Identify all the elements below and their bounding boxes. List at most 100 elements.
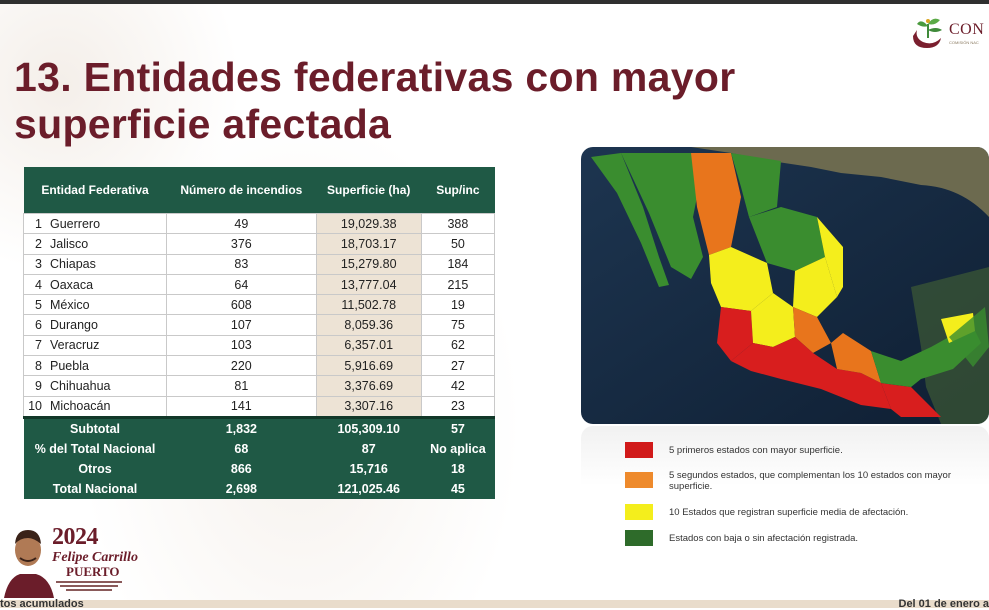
cell-ratio: No aplica [421, 439, 494, 459]
bottom-strip [0, 600, 989, 608]
cell-surface: 105,309.10 [316, 417, 421, 439]
cell-state: Michoacán [44, 396, 167, 417]
legend-label: Estados con baja o sin afectación regist… [669, 533, 969, 544]
cell-state: Chiapas [44, 254, 167, 274]
cell-fires: 1,832 [167, 417, 317, 439]
badge-year: 2024 [52, 524, 98, 551]
cell-state: Guerrero [44, 214, 167, 234]
mexico-map [581, 147, 989, 424]
cell-fires: 83 [167, 254, 317, 274]
conafor-logo: CON COMISIÓN NAC [909, 16, 989, 50]
cell-state: Puebla [44, 356, 167, 376]
cell-state: Chihuahua [44, 376, 167, 396]
cell-ratio: 184 [421, 254, 494, 274]
cell-ratio: 18 [421, 459, 494, 479]
cell-fires: 64 [167, 274, 317, 294]
cell-state: Oaxaca [44, 274, 167, 294]
cell-surface: 3,376.69 [316, 376, 421, 396]
cell-rank: 6 [24, 315, 45, 335]
cell-fires: 103 [167, 335, 317, 355]
cell-fires: 376 [167, 234, 317, 254]
logo-text: CON [949, 21, 984, 39]
cell-surface: 6,357.01 [316, 335, 421, 355]
cell-fires: 2,698 [167, 479, 317, 499]
cell-state: México [44, 295, 167, 315]
cell-rank: 3 [24, 254, 45, 274]
cell-ratio: 27 [421, 356, 494, 376]
cell-surface: 11,502.78 [316, 295, 421, 315]
cell-fires: 49 [167, 214, 317, 234]
header-superficie: Superficie (ha) [316, 167, 421, 214]
legend-swatch-orange [625, 472, 653, 488]
states-table: Entidad Federativa Número de incendios S… [23, 167, 495, 499]
cell-state: Durango [44, 315, 167, 335]
cell-ratio: 42 [421, 376, 494, 396]
cell-fires: 608 [167, 295, 317, 315]
cell-rank: 5 [24, 295, 45, 315]
cell-fires: 866 [167, 459, 317, 479]
page-title: 13. Entidades federativas con mayor supe… [14, 54, 914, 148]
table-header-row: Entidad Federativa Número de incendios S… [24, 167, 495, 214]
cell-rank: 4 [24, 274, 45, 294]
cell-rank: 1 [24, 214, 45, 234]
legend-label: 10 Estados que registran superficie medi… [669, 507, 969, 518]
cell-surface: 15,279.80 [316, 254, 421, 274]
cell-surface: 15,716 [316, 459, 421, 479]
cell-rank: 9 [24, 376, 45, 396]
cell-surface: 5,916.69 [316, 356, 421, 376]
legend-swatch-yellow [625, 504, 653, 520]
cell-rank: 7 [24, 335, 45, 355]
header-entidad: Entidad Federativa [24, 167, 167, 214]
cell-ratio: 388 [421, 214, 494, 234]
cell-summary-label: Total Nacional [24, 479, 167, 499]
cell-surface: 13,777.04 [316, 274, 421, 294]
cell-surface: 3,307.16 [316, 396, 421, 417]
cell-rank: 8 [24, 356, 45, 376]
cell-rank: 2 [24, 234, 45, 254]
cell-ratio: 50 [421, 234, 494, 254]
cell-ratio: 62 [421, 335, 494, 355]
badge-fine-print-icon [56, 580, 126, 592]
cell-surface: 87 [316, 439, 421, 459]
header-incendios: Número de incendios [167, 167, 317, 214]
portrait-icon [0, 520, 56, 600]
legend-label: 5 segundos estados, que complementan los… [669, 470, 969, 492]
cell-surface: 18,703.17 [316, 234, 421, 254]
leaf-logo-icon [909, 16, 947, 50]
cell-ratio: 45 [421, 479, 494, 499]
cell-summary-label: % del Total Nacional [24, 439, 167, 459]
cell-ratio: 57 [421, 417, 494, 439]
footer-right-text: Del 01 de enero a [899, 598, 989, 610]
legend-label: 5 primeros estados con mayor superficie. [669, 445, 969, 456]
cell-fires: 81 [167, 376, 317, 396]
cell-ratio: 19 [421, 295, 494, 315]
cell-fires: 141 [167, 396, 317, 417]
logo-subtext: COMISIÓN NAC [949, 40, 979, 45]
cell-surface: 19,029.38 [316, 214, 421, 234]
footer-left-text: tos acumulados [0, 598, 84, 610]
cell-surface: 121,025.46 [316, 479, 421, 499]
cell-summary-label: Subtotal [24, 417, 167, 439]
cell-fires: 107 [167, 315, 317, 335]
cell-ratio: 75 [421, 315, 494, 335]
anniversary-badge: 2024 Felipe Carrillo PUERTO [0, 520, 130, 600]
cell-ratio: 23 [421, 396, 494, 417]
map-image [581, 147, 989, 424]
legend-swatch-red [625, 442, 653, 458]
legend-swatch-green [625, 530, 653, 546]
badge-name-line2: PUERTO [66, 564, 119, 580]
